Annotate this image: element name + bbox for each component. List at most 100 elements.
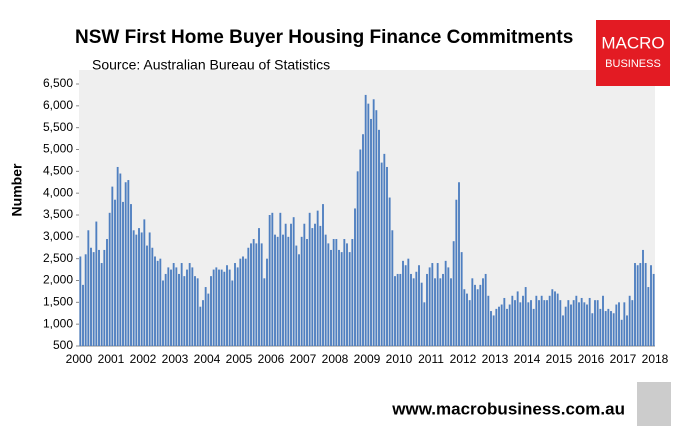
bar	[186, 269, 188, 346]
x-tick-label: 2003	[162, 352, 189, 366]
x-tick-label: 2005	[226, 352, 253, 366]
bar	[388, 197, 391, 346]
bar	[372, 99, 375, 347]
bar	[402, 260, 404, 346]
y-tick-label: 2,500	[43, 251, 73, 265]
bar	[535, 295, 538, 346]
bar	[175, 267, 178, 346]
bar	[423, 302, 426, 346]
bar	[319, 225, 322, 346]
bar	[266, 258, 268, 346]
bar	[428, 267, 431, 346]
bar	[412, 278, 415, 346]
bar	[431, 263, 434, 346]
bar	[575, 295, 578, 346]
bar	[562, 315, 564, 346]
bar	[378, 129, 380, 346]
bar	[210, 276, 212, 346]
bar	[447, 267, 450, 346]
bar	[308, 212, 311, 346]
bar	[386, 166, 388, 346]
bar	[346, 243, 348, 346]
bar	[583, 302, 586, 346]
bar	[394, 276, 396, 346]
bar	[540, 295, 543, 346]
bar	[116, 166, 119, 346]
bar	[338, 249, 340, 346]
bar	[434, 278, 436, 346]
bar	[167, 267, 170, 346]
bar	[604, 311, 607, 346]
bar	[530, 300, 532, 346]
bar	[463, 289, 466, 346]
bar	[263, 278, 266, 346]
bar	[578, 302, 580, 346]
bar	[135, 234, 138, 346]
footer[interactable]: www.macrobusiness.com.au	[391, 399, 625, 418]
bar	[380, 162, 383, 346]
bar	[442, 273, 444, 346]
y-tick-label: 2,000	[43, 273, 73, 287]
bar	[95, 221, 98, 346]
bar	[138, 228, 140, 346]
bar	[343, 239, 346, 346]
bar	[652, 273, 655, 346]
bar	[631, 300, 634, 346]
y-tick-label: 1,500	[43, 295, 73, 309]
wolf-icon	[637, 382, 671, 426]
bar	[284, 223, 287, 346]
bar	[148, 232, 151, 346]
bar	[196, 278, 199, 346]
bar	[458, 182, 460, 346]
bar	[391, 230, 394, 346]
bar	[204, 287, 207, 346]
bar	[124, 182, 127, 346]
bar	[644, 263, 647, 346]
x-tick-label: 2018	[642, 352, 669, 366]
bar	[532, 308, 535, 346]
x-tick-label: 2002	[130, 352, 157, 366]
bar	[111, 186, 114, 346]
y-tick-label: 5,000	[43, 142, 73, 156]
x-tick-label: 2012	[450, 352, 477, 366]
bar	[594, 300, 596, 346]
bar	[514, 300, 516, 346]
bar	[567, 300, 570, 346]
plot-area	[79, 70, 655, 346]
bar	[250, 243, 252, 346]
bar	[426, 273, 428, 346]
bar	[100, 263, 103, 346]
bar	[316, 210, 319, 346]
bar	[650, 265, 652, 346]
x-tick-label: 2008	[322, 352, 349, 366]
bar	[327, 243, 330, 346]
bar	[572, 300, 575, 346]
bar	[170, 269, 172, 346]
bar	[324, 234, 327, 346]
bar	[146, 245, 148, 346]
bar	[348, 252, 351, 346]
bar	[527, 302, 530, 346]
bar	[271, 212, 274, 346]
x-tick-label: 2017	[610, 352, 637, 366]
y-tick-label: 1,000	[43, 316, 73, 330]
bar	[292, 217, 295, 346]
bar	[279, 212, 282, 346]
bar	[612, 313, 615, 346]
bar	[178, 273, 180, 346]
bar	[450, 278, 452, 346]
y-tick-label: 4,000	[43, 185, 73, 199]
bar	[599, 308, 602, 346]
x-tick-label: 2001	[98, 352, 125, 366]
bar	[228, 269, 231, 346]
bar	[396, 273, 399, 346]
y-tick-label: 6,500	[43, 76, 73, 90]
y-tick-label: 3,000	[43, 229, 73, 243]
bar	[407, 258, 410, 346]
bar	[218, 269, 220, 346]
bar	[519, 302, 522, 346]
bar	[498, 306, 500, 346]
bar	[634, 263, 636, 346]
x-tick-label: 2006	[258, 352, 285, 366]
